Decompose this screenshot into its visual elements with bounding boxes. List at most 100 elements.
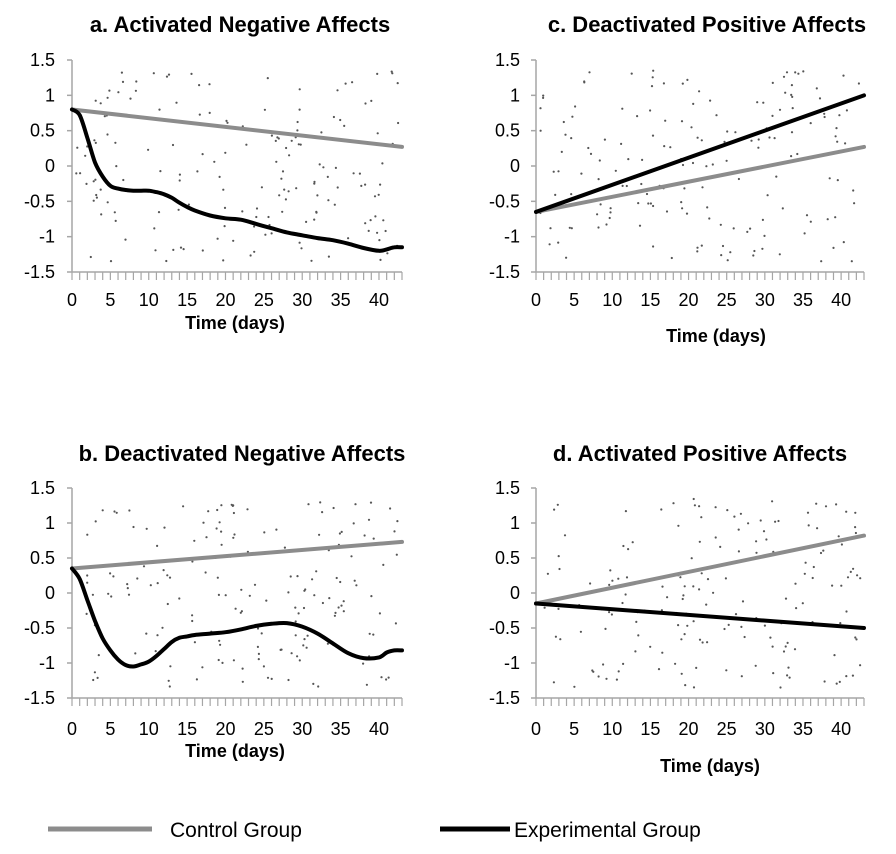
panel-d-point: [740, 675, 743, 678]
panel-d-point: [624, 593, 627, 596]
panel-c-experimental-line: [534, 93, 866, 214]
panel-b-point: [321, 510, 324, 514]
panel-d-point: [837, 535, 840, 538]
panel-b-point: [195, 678, 198, 681]
panel-b-point: [220, 543, 223, 546]
panel-c-point: [557, 241, 560, 244]
panel-a-point: [117, 91, 120, 94]
panel-c-point: [651, 76, 654, 79]
panel-c-point: [562, 120, 565, 124]
panel-d-y-tick-label: -1.5: [489, 688, 520, 708]
panel-d-point: [682, 594, 685, 597]
panel-d-y-tick-label: 1: [510, 513, 520, 533]
panel-b-point: [307, 503, 310, 506]
panel-b-y-tick-label: 1.5: [30, 478, 55, 498]
panel-b-point: [136, 577, 139, 580]
panel-d-point: [690, 557, 693, 560]
panel-a-point: [298, 88, 301, 91]
panel-d-point: [714, 536, 717, 539]
panel-c-point: [621, 184, 624, 187]
panel-c-point: [669, 146, 672, 149]
panel-d-point: [635, 620, 638, 624]
panel-b-point: [340, 530, 343, 534]
panel-a-point: [79, 172, 82, 175]
panel-b-point: [363, 534, 366, 537]
panel-d-point: [677, 524, 680, 527]
panel-c-point: [749, 227, 752, 230]
panel-b-point: [86, 574, 89, 577]
panel-a-point: [208, 111, 211, 114]
panel-d: d. Activated Positive Affects Time (days…: [489, 441, 866, 776]
panel-c-point: [768, 136, 771, 139]
panel-d-point: [823, 680, 826, 683]
panel-c-point: [757, 138, 760, 141]
panel-b-point: [334, 611, 337, 615]
panel-a-point: [232, 239, 235, 242]
panel-d-point: [609, 569, 612, 572]
panel-d-point: [840, 584, 843, 587]
panel-d-x-tick-label: 0: [531, 719, 541, 739]
panel-d-point: [794, 582, 797, 585]
panel-c-point: [570, 227, 573, 230]
panel-a-point: [198, 84, 201, 87]
panel-b-point: [302, 644, 305, 647]
panel-b-point: [215, 527, 218, 530]
panel-c-point: [609, 207, 612, 210]
panel-a-point: [216, 237, 219, 240]
panel-d-point: [739, 512, 743, 515]
panel-b-point: [218, 639, 221, 642]
panel-a-point: [253, 225, 256, 228]
panel-c-x-tick-label: 30: [755, 290, 775, 310]
panel-d-point: [546, 572, 550, 575]
panel-c-point: [638, 224, 642, 227]
panel-c-point: [652, 204, 655, 208]
panel-a-point: [277, 137, 280, 140]
panel-a-point: [177, 208, 180, 211]
panel-c-point: [836, 140, 839, 143]
panel-a-point: [280, 177, 283, 180]
panel-a-point: [178, 173, 181, 176]
panel-a: a. Activated Negative Affects Time (days…: [24, 12, 404, 333]
panel-d-point: [801, 602, 804, 605]
panel-a-point: [121, 80, 125, 83]
panel-a-point: [264, 233, 267, 236]
panel-a-title: a. Activated Negative Affects: [90, 12, 390, 37]
panel-a-point: [218, 175, 221, 178]
panel-b-point: [315, 570, 318, 573]
panel-c-point: [560, 150, 563, 153]
panel-c-point: [823, 115, 826, 119]
panel-c-point: [665, 210, 669, 213]
panel-a-point: [386, 252, 389, 255]
panel-c-point: [753, 249, 756, 253]
panel-a-point: [147, 148, 150, 151]
panel-b-point: [126, 583, 129, 586]
panel-c-x-tick-label: 35: [793, 290, 813, 310]
panel-a-point: [95, 193, 98, 197]
panel-a-point: [378, 239, 381, 242]
panel-d-point: [835, 682, 838, 685]
panel-c-point: [608, 216, 611, 220]
panel-b-point: [333, 614, 336, 617]
panel-a-point: [284, 198, 287, 201]
panel-c-point: [609, 211, 612, 214]
legend: Control Group Experimental Group: [48, 819, 701, 842]
panel-c-point: [790, 131, 794, 134]
panel-c-point: [752, 254, 755, 257]
panel-c-y-tick-label: 1.5: [495, 50, 520, 70]
panel-d-point: [706, 641, 709, 644]
panel-d-point: [811, 576, 814, 580]
panel-b-point: [201, 666, 204, 669]
panel-c-point: [599, 203, 602, 206]
panel-a-point: [255, 215, 258, 219]
panel-b-point: [362, 662, 365, 665]
panel-d-point: [589, 582, 592, 585]
panel-a-point: [124, 238, 127, 241]
panel-c-point: [720, 254, 723, 257]
panel-a-point: [208, 83, 211, 86]
panel-d-point: [859, 664, 862, 667]
panel-c-point: [852, 189, 855, 192]
panel-a-point: [172, 248, 175, 251]
panel-b-point: [352, 522, 355, 525]
panel-b-point: [342, 610, 345, 613]
panel-b-point: [113, 510, 116, 513]
